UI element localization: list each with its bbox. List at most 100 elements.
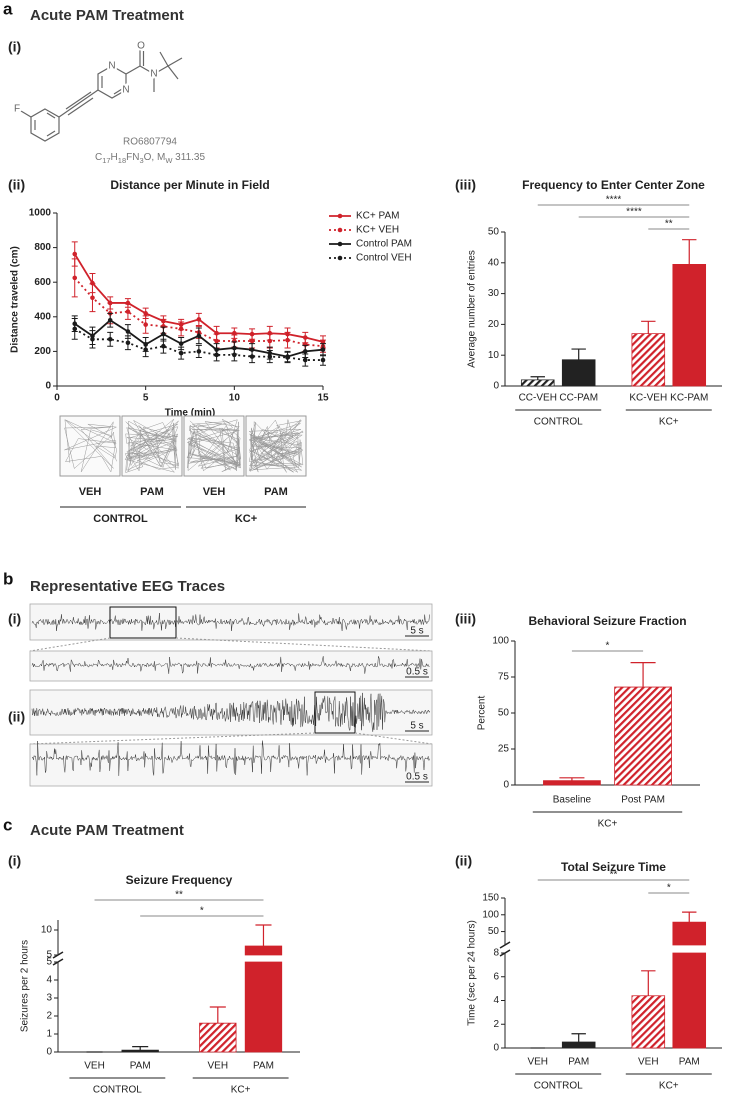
y-tick-label: 25 xyxy=(498,744,510,755)
atom-label: O xyxy=(137,41,145,52)
zoom-guide xyxy=(354,732,433,745)
y-tick-label: 200 xyxy=(34,346,51,357)
bond xyxy=(46,112,56,119)
track-label: PAM xyxy=(264,486,288,498)
scale-label: 5 s xyxy=(410,626,423,637)
atom-label: N xyxy=(150,69,157,80)
x-tick-label: 5 xyxy=(143,393,149,404)
eeg-trace xyxy=(31,740,430,776)
x-tick-label: PAM xyxy=(253,1061,274,1072)
chart-title: Behavioral Seizure Fraction xyxy=(528,614,686,628)
data-point xyxy=(249,354,255,359)
y-tick-label: 800 xyxy=(34,242,51,253)
atom-label: N xyxy=(122,85,129,96)
data-point xyxy=(302,357,308,363)
bond xyxy=(125,65,141,75)
track-path xyxy=(248,419,304,473)
axis-break xyxy=(52,958,64,966)
y-tick-label: 1000 xyxy=(29,208,52,219)
sublabel: (i) xyxy=(8,39,21,55)
formula-part: 311.35 xyxy=(172,152,205,163)
y-tick-label: 4 xyxy=(493,995,499,1006)
data-point xyxy=(320,347,326,352)
data-point xyxy=(196,333,202,339)
error-bar xyxy=(641,320,656,334)
data-point xyxy=(249,338,255,344)
eeg-frame xyxy=(29,650,433,682)
error-bar xyxy=(559,777,585,781)
significance-label: ** xyxy=(665,219,673,230)
bar xyxy=(520,379,555,387)
group-label: CONTROL xyxy=(93,513,148,525)
formula-part: W xyxy=(165,156,173,165)
y-tick-label: 400 xyxy=(34,311,51,322)
y-tick-label: 6 xyxy=(493,971,499,982)
x-tick-label: VEH xyxy=(527,1057,548,1068)
y-tick-label: 0 xyxy=(493,381,499,392)
x-tick-label: Baseline xyxy=(553,795,592,806)
data-point xyxy=(90,295,95,301)
sublabel: (ii) xyxy=(455,853,472,869)
track-path xyxy=(124,418,180,473)
x-tick-label: VEH xyxy=(208,1061,229,1072)
bond xyxy=(167,65,179,80)
error-bar xyxy=(571,1033,586,1043)
formula-part: O, M xyxy=(144,152,166,163)
data-point xyxy=(267,338,273,344)
legend-marker xyxy=(337,227,343,233)
bond xyxy=(159,51,169,67)
data-point xyxy=(107,336,113,342)
error-bar xyxy=(682,911,697,923)
error-bar xyxy=(530,376,545,380)
axis-break xyxy=(499,941,511,949)
legend-label: Control PAM xyxy=(356,239,412,250)
data-point xyxy=(285,337,290,343)
compound-name: RO6807794 xyxy=(123,137,177,148)
error-bar xyxy=(641,970,656,996)
legend-label: KC+ VEH xyxy=(356,225,399,236)
bar xyxy=(631,995,666,1049)
error-bar xyxy=(132,1046,149,1051)
y-tick-label: 10 xyxy=(488,350,500,361)
data-point xyxy=(267,354,273,359)
eeg-trace xyxy=(31,656,430,675)
data-point xyxy=(214,352,219,358)
legend-label: Control VEH xyxy=(356,253,412,264)
bond xyxy=(153,65,169,75)
bond xyxy=(46,130,56,137)
data-point xyxy=(90,336,95,342)
y-tick-label: 30 xyxy=(488,288,500,299)
y-tick-label: 150 xyxy=(482,893,499,904)
panel-letter: c xyxy=(3,815,12,834)
data-point xyxy=(178,350,184,356)
error-bar xyxy=(571,348,586,360)
data-point xyxy=(125,309,131,314)
data-point xyxy=(196,317,202,322)
data-point xyxy=(232,352,237,358)
formula-part: 3 xyxy=(139,156,143,165)
significance-label: * xyxy=(200,906,204,917)
y-tick-label: 0 xyxy=(503,780,509,791)
formula-part: H xyxy=(111,152,118,163)
significance-label: * xyxy=(667,883,671,894)
bar xyxy=(631,333,666,387)
error-bar xyxy=(630,662,656,688)
bar xyxy=(244,945,283,1053)
series-line xyxy=(74,277,324,348)
bond xyxy=(113,88,123,95)
track-path xyxy=(64,418,118,473)
data-point xyxy=(125,329,131,334)
chart-title: Frequency to Enter Center Zone xyxy=(522,178,705,192)
zoom-window xyxy=(314,691,356,734)
group-label: KC+ xyxy=(231,1085,251,1096)
data-point xyxy=(143,322,148,327)
track-label: PAM xyxy=(140,486,164,498)
bond xyxy=(139,65,155,75)
track-label: VEH xyxy=(79,486,102,498)
data-point xyxy=(214,338,219,344)
x-tick-label: VEH xyxy=(638,1057,659,1068)
x-tick-label: 15 xyxy=(317,393,329,404)
legend-marker xyxy=(337,241,343,247)
data-point xyxy=(161,331,166,337)
